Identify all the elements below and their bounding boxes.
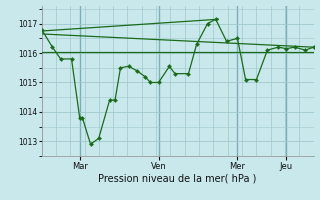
X-axis label: Pression niveau de la mer( hPa ): Pression niveau de la mer( hPa ) [99,173,257,183]
